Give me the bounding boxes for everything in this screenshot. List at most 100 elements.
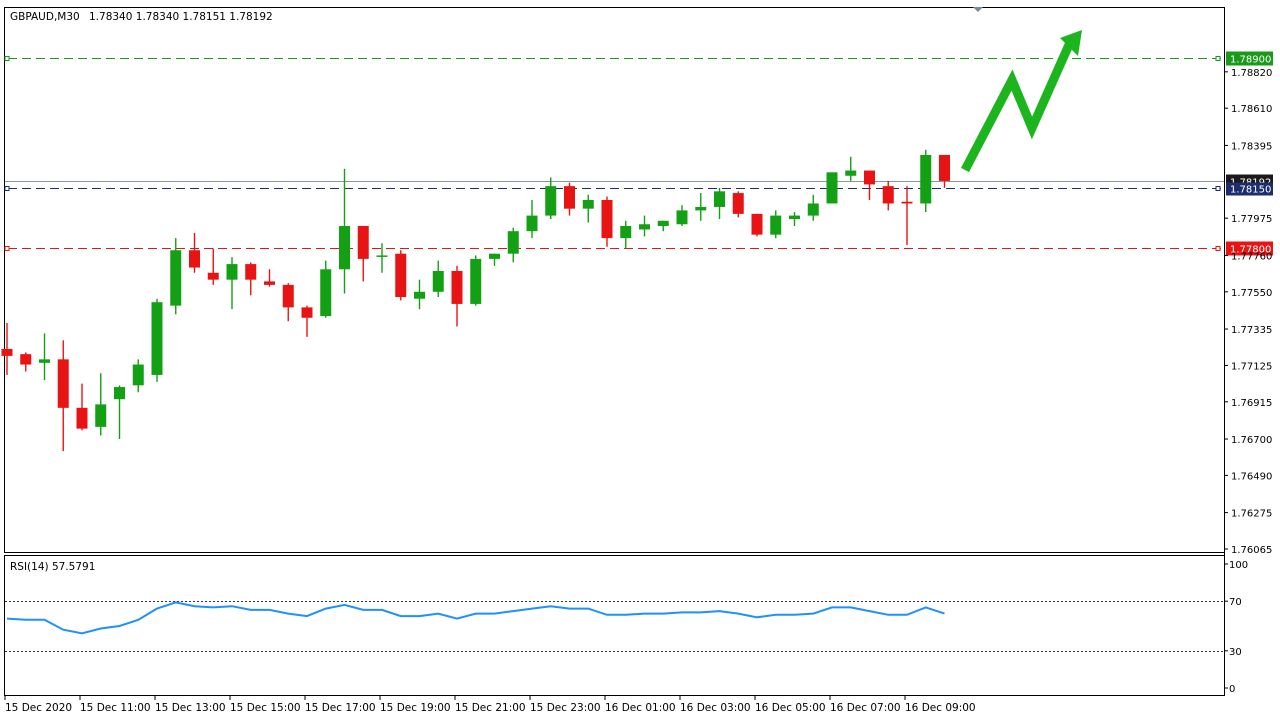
- candle-body: [489, 253, 500, 259]
- bearish-candle: [882, 180, 894, 211]
- stop-loss-price-tag: [1226, 241, 1273, 256]
- bullish-candle: [132, 359, 144, 393]
- bearish-candle: [76, 383, 88, 431]
- bullish-candle: [845, 156, 857, 181]
- bullish-candle: [657, 220, 669, 232]
- candle-body: [20, 354, 32, 365]
- bearish-candle: [901, 186, 913, 246]
- entry-handle[interactable]: [4, 186, 10, 191]
- take-profit-right-handle[interactable]: [1215, 56, 1221, 61]
- bullish-candle: [320, 260, 332, 318]
- candle-body: [695, 206, 707, 211]
- bullish-candle: [526, 200, 538, 239]
- chart-shift-marker-icon[interactable]: [973, 7, 983, 12]
- candle-body: [39, 359, 50, 363]
- bullish-candle: [95, 373, 107, 436]
- time-tick-label: 15 Dec 15:00: [230, 702, 301, 714]
- candle-body: [395, 253, 407, 297]
- bullish-candle: [507, 227, 519, 263]
- bearish-candle: [751, 213, 763, 237]
- bullish-candle: [920, 149, 932, 213]
- candle-body: [132, 364, 144, 386]
- price-tick-label: 1.76700: [1231, 435, 1272, 446]
- take-profit-price-tag: [1226, 51, 1273, 66]
- candle-body: [95, 404, 107, 427]
- time-tick-label: 16 Dec 09:00: [905, 702, 976, 714]
- bullish-candle: [639, 215, 650, 237]
- take-profit-handle[interactable]: [4, 56, 10, 61]
- price-pane-frame: [4, 7, 1225, 553]
- candles-layer: [1, 149, 950, 452]
- candle-body: [939, 154, 950, 181]
- candle-body: [657, 220, 669, 226]
- candle-body: [282, 284, 294, 308]
- time-tick-label: 15 Dec 2020: [5, 702, 72, 714]
- bullish-candle: [226, 257, 238, 310]
- candle-body: [451, 271, 463, 304]
- bearish-candle: [57, 340, 69, 452]
- take-profit-price-label: 1.78900: [1230, 55, 1271, 66]
- rsi-pane-frame: [4, 555, 1225, 696]
- bullish-candle: [770, 210, 782, 239]
- bullish-candle: [339, 168, 350, 294]
- candle-body: [601, 200, 613, 239]
- entry-price-label-front: 1.78150: [1230, 185, 1271, 196]
- price-tick-label: 1.78395: [1231, 141, 1272, 152]
- candle-body: [507, 231, 519, 254]
- candle-body: [751, 213, 763, 235]
- time-tick-label: 15 Dec 11:00: [80, 702, 151, 714]
- price-tick-label: 1.76915: [1231, 398, 1272, 409]
- stop-loss-price-label: 1.77800: [1230, 245, 1271, 256]
- bearish-candle: [451, 265, 463, 327]
- candle-body: [789, 215, 800, 220]
- bullish-candle: [714, 187, 725, 220]
- time-tick-label: 16 Dec 05:00: [755, 702, 826, 714]
- bearish-candle: [189, 232, 200, 273]
- bullish-candle: [114, 385, 125, 440]
- rsi-title: RSI(14) 57.5791: [10, 561, 95, 573]
- candle-body: [245, 264, 257, 280]
- bearish-candle: [601, 196, 613, 247]
- bullish-candle: [376, 243, 388, 273]
- candle-body: [845, 170, 857, 176]
- bullish-candle: [807, 194, 819, 221]
- bullish-candle: [414, 279, 425, 310]
- price-tick-label: 1.76065: [1231, 545, 1272, 556]
- rsi-layer: 100 70 30 0: [5, 560, 1248, 695]
- candle-body: [864, 170, 875, 185]
- stop-loss-handle[interactable]: [4, 246, 10, 251]
- bearish-candle: [939, 154, 950, 188]
- candle-body: [526, 215, 538, 232]
- price-tick-label: 1.77975: [1231, 214, 1272, 225]
- candle-body: [320, 269, 332, 317]
- stop-loss-right-handle[interactable]: [1215, 246, 1221, 251]
- candle-body: [676, 210, 688, 225]
- candle-body: [620, 225, 632, 239]
- axis-labels: 1.78820 1.78610 1.78395 1.77975 1.77760 1.775…: [4, 68, 1272, 714]
- bullish-candle: [620, 220, 632, 249]
- candle-body: [189, 250, 200, 268]
- candle-body: [714, 191, 725, 207]
- arrow-head-icon: [1060, 30, 1082, 56]
- arrow-shaft: [961, 36, 1077, 173]
- bearish-candle: [207, 248, 219, 285]
- candle-body: [807, 203, 819, 216]
- ohlc-readout: 1.78340 1.78340 1.78151 1.78192: [89, 11, 273, 23]
- time-tick-label: 16 Dec 01:00: [605, 702, 676, 714]
- bearish-candle: [282, 283, 294, 322]
- price-tick-label: 1.76275: [1231, 509, 1272, 520]
- bearish-candle: [732, 191, 744, 218]
- rsi-tick-label: 70: [1229, 597, 1242, 608]
- bullish-candle: [151, 298, 163, 382]
- candle-body: [564, 186, 575, 209]
- candle-body: [76, 407, 88, 429]
- candle-body: [901, 201, 913, 204]
- price-tick-label: 1.77550: [1231, 288, 1272, 299]
- entry-right-handle[interactable]: [1215, 186, 1221, 191]
- price-tick-label: 1.78820: [1231, 68, 1272, 79]
- time-tick-label: 15 Dec 23:00: [530, 702, 601, 714]
- candle-body: [207, 272, 219, 280]
